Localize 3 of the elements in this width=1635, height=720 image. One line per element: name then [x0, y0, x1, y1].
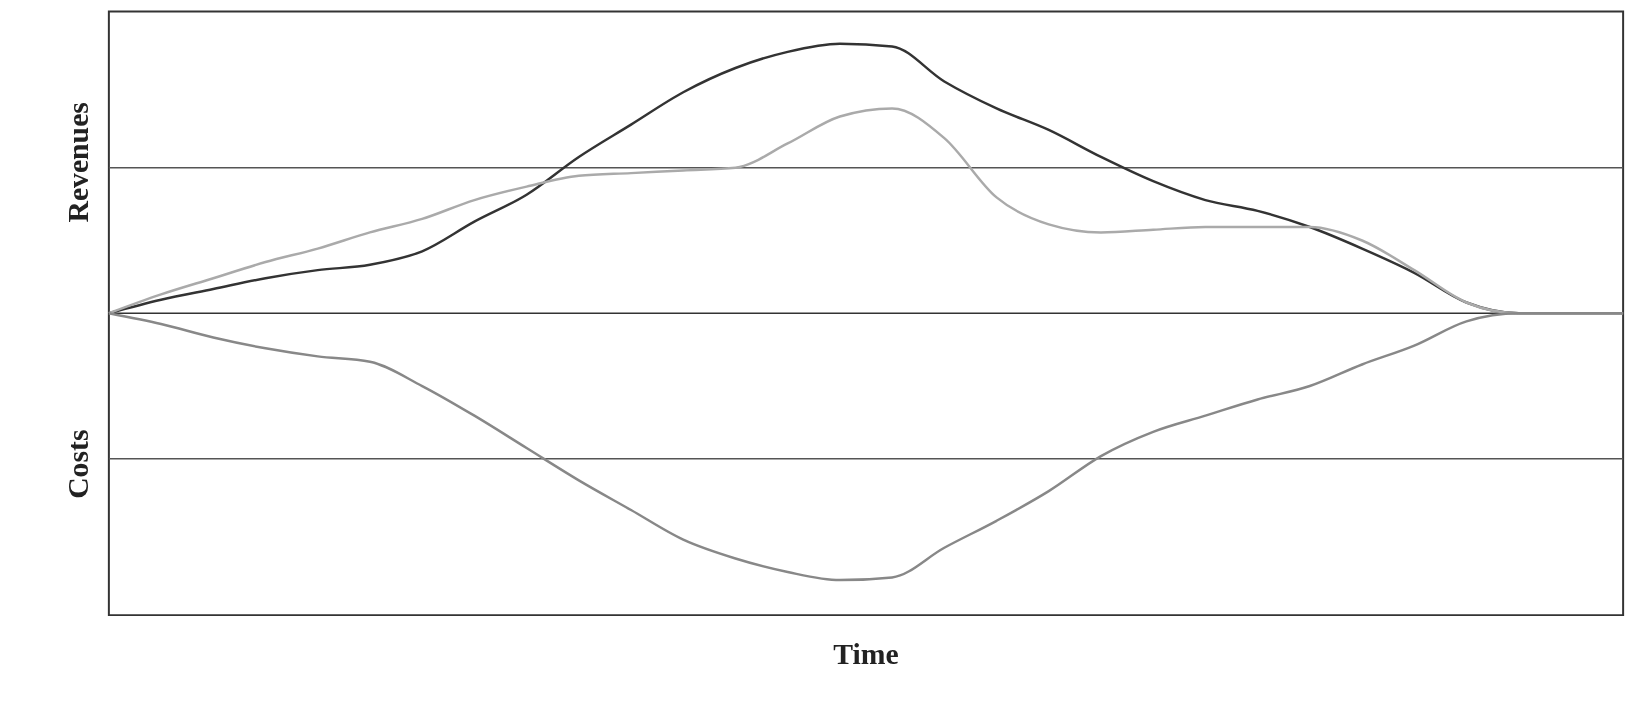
x-axis-title: Time: [833, 637, 899, 670]
text: Revenues: [62, 102, 95, 223]
text: Costs: [62, 429, 95, 499]
